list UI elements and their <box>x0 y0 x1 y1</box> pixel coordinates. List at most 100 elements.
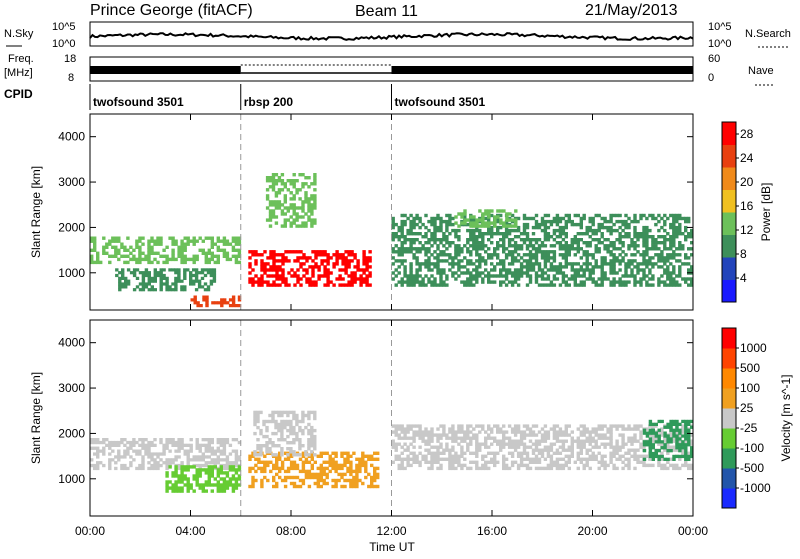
data-cell <box>663 446 667 450</box>
data-cell <box>505 212 509 216</box>
data-cell <box>286 422 290 427</box>
data-cell <box>504 274 509 278</box>
data-cell <box>496 228 500 233</box>
data-cell <box>439 277 443 281</box>
data-cell <box>412 232 416 236</box>
data-cell <box>466 430 470 434</box>
data-cell <box>663 443 667 447</box>
data-cell <box>454 277 458 281</box>
data-cell <box>326 283 330 287</box>
data-cell <box>654 454 658 459</box>
data-cell <box>513 244 518 248</box>
data-cell <box>516 427 521 431</box>
data-cell <box>591 439 595 443</box>
data-cell <box>234 458 239 462</box>
data-cell <box>347 262 351 266</box>
data-cell <box>186 465 190 469</box>
data-cell <box>648 449 653 453</box>
data-cell <box>424 454 428 458</box>
data-cell <box>579 256 583 260</box>
data-cell <box>412 222 416 227</box>
data-cell <box>561 256 566 260</box>
data-cell <box>606 247 610 251</box>
data-cell <box>603 262 607 266</box>
data-cell <box>421 222 425 227</box>
data-cell <box>430 427 434 431</box>
data-cell <box>624 283 628 287</box>
y-tick-label: 1000 <box>58 266 85 280</box>
data-cell <box>490 232 494 236</box>
data-cell <box>481 259 485 263</box>
data-cell <box>368 256 372 260</box>
data-cell <box>165 438 169 442</box>
data-cell <box>272 259 276 263</box>
data-cell <box>376 457 380 461</box>
data-cell <box>213 452 217 456</box>
data-cell <box>552 283 557 287</box>
data-cell <box>585 250 589 254</box>
data-cell <box>585 448 589 452</box>
data-cell <box>522 430 527 434</box>
data-cell <box>278 253 282 257</box>
data-cell <box>313 475 317 480</box>
data-cell <box>141 236 145 240</box>
data-cell <box>487 451 491 455</box>
data-cell <box>439 222 443 227</box>
data-cell <box>594 433 598 437</box>
data-cell <box>499 221 503 225</box>
data-cell <box>126 449 130 453</box>
data-cell <box>234 461 239 465</box>
data-cell <box>561 238 566 242</box>
data-cell <box>630 436 634 440</box>
data-cell <box>340 475 344 480</box>
data-cell <box>433 232 437 236</box>
data-cell <box>493 215 497 219</box>
data-cell <box>424 442 428 446</box>
data-cell <box>588 433 592 437</box>
data-cell <box>237 440 242 445</box>
data-cell <box>504 256 509 260</box>
data-cell <box>537 448 542 452</box>
data-cell <box>469 224 473 228</box>
data-cell <box>651 454 655 459</box>
data-cell <box>603 463 607 468</box>
data-cell <box>490 262 494 266</box>
data-cell <box>222 471 227 475</box>
data-cell <box>310 194 314 198</box>
data-cell <box>346 454 350 458</box>
data-cell <box>454 247 458 251</box>
data-cell <box>168 236 172 240</box>
data-cell <box>660 265 664 269</box>
data-cell <box>597 225 601 230</box>
data-cell <box>561 280 566 284</box>
data-cell <box>651 213 655 218</box>
data-cell <box>576 244 580 248</box>
data-cell <box>555 463 560 468</box>
data-cell <box>528 241 533 245</box>
data-cell <box>302 262 306 266</box>
data-cell <box>174 282 178 286</box>
data-cell <box>618 213 622 218</box>
data-cell <box>301 431 305 436</box>
data-cell <box>493 457 497 461</box>
data-cell <box>639 216 643 221</box>
data-cell <box>186 443 190 447</box>
data-cell <box>525 259 530 263</box>
data-cell <box>433 433 437 437</box>
data-cell <box>436 247 440 251</box>
data-cell <box>415 280 419 284</box>
data-cell <box>403 274 407 278</box>
data-cell <box>292 218 296 222</box>
data-cell <box>481 271 485 275</box>
data-cell <box>138 251 142 255</box>
data-cell <box>147 260 151 265</box>
data-cell <box>499 238 503 242</box>
data-cell <box>564 241 568 245</box>
data-cell <box>123 466 127 471</box>
data-cell <box>277 206 282 210</box>
data-cell <box>373 469 377 474</box>
data-cell <box>301 173 305 177</box>
data-cell <box>171 282 175 286</box>
data-cell <box>690 466 694 471</box>
data-cell <box>301 182 305 186</box>
